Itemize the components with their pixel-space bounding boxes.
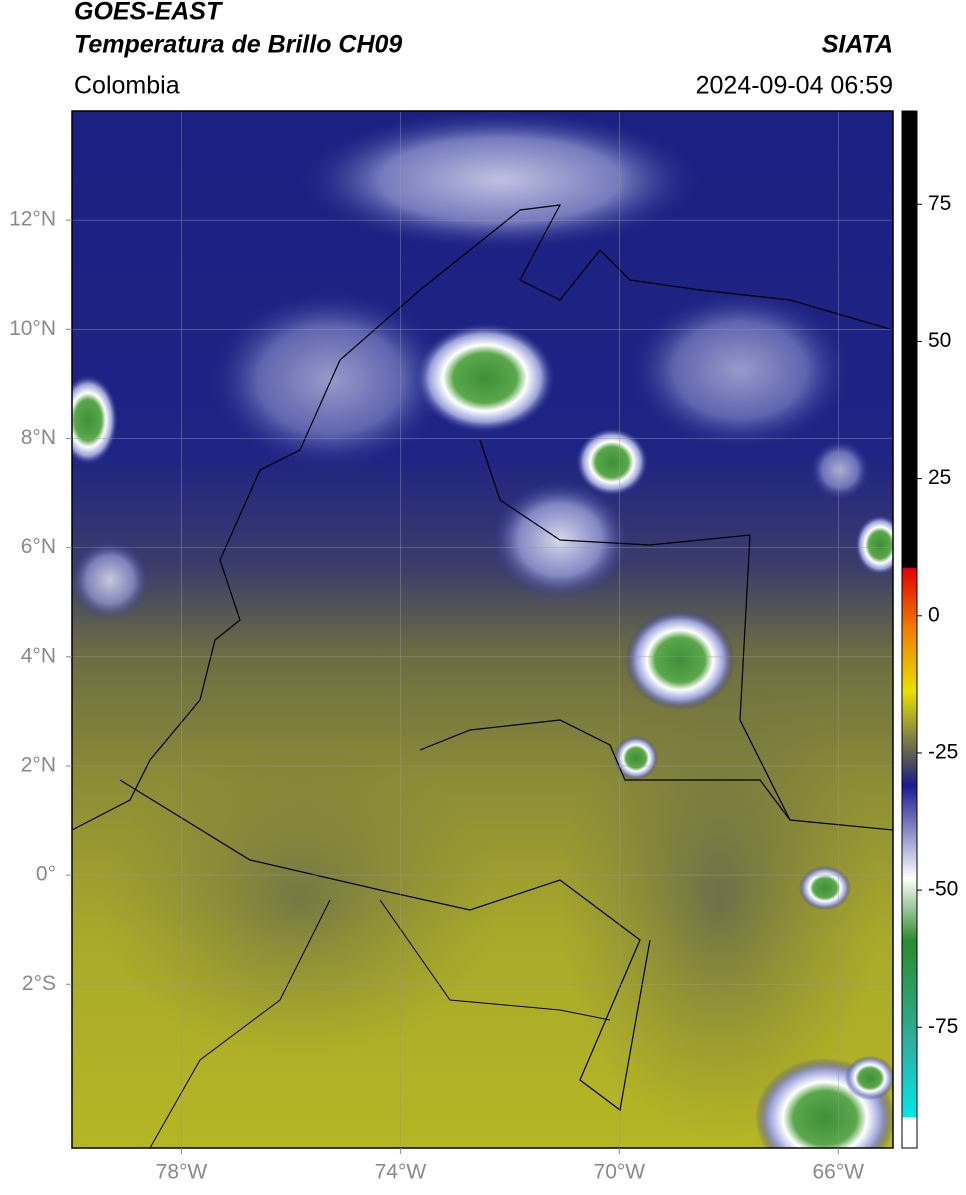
lon-tick-label: 78°W: [156, 1161, 208, 1184]
colorbar: [901, 110, 918, 1149]
lat-tick-label: 0°: [36, 863, 56, 886]
lat-tick-label: 8°N: [21, 426, 56, 449]
colorbar-tick-label: 50: [928, 329, 951, 352]
graticule: [72, 111, 893, 1148]
lat-tick-label: 2°N: [21, 753, 56, 776]
map-frame: [71, 110, 894, 1149]
lat-tick-label: 4°N: [21, 644, 56, 667]
title: GOES-EAST: [74, 0, 224, 26]
lat-tick-label: 2°S: [22, 972, 56, 995]
datetime: 2024-09-04 06:59: [696, 72, 893, 100]
colorbar-tick-label: 0: [928, 603, 940, 626]
colorbar-tick-label: -25: [928, 740, 958, 763]
colorbar-tick-label: 75: [928, 192, 951, 215]
lat-tick-label: 10°N: [9, 317, 56, 340]
lon-tick-label: 70°W: [594, 1161, 646, 1184]
colorbar-tick-label: -50: [928, 878, 958, 901]
region: Colombia: [74, 72, 180, 100]
lon-tick-label: 66°W: [812, 1161, 864, 1184]
colorbar-tick-label: -75: [928, 1015, 958, 1038]
lon-tick-label: 74°W: [375, 1161, 427, 1184]
source: SIATA: [822, 31, 893, 59]
satellite-image: [72, 111, 893, 1148]
colorbar-tick-label: 25: [928, 466, 951, 489]
subtitle: Temperatura de Brillo CH09: [74, 31, 402, 59]
lat-tick-label: 6°N: [21, 535, 56, 558]
lat-tick-label: 12°N: [9, 208, 56, 231]
